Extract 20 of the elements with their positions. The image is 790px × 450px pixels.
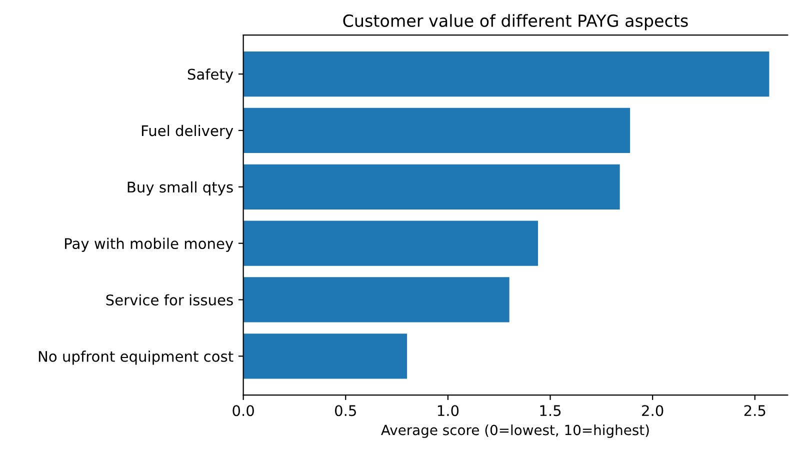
bar [243,220,538,266]
bar [243,51,770,97]
bar [243,108,630,154]
x-tick-label: 0.0 [232,405,254,416]
y-tick-label: Pay with mobile money [65,238,234,252]
bar [243,164,620,210]
x-tick-label: 2.0 [642,405,664,416]
bar [243,277,510,322]
chart-title: Customer value of different PAYG aspects [343,14,688,30]
y-tick-label: Service for issues [106,294,233,306]
x-tick-label: 1.0 [438,405,459,416]
x-tick-label: 2.5 [744,405,766,416]
x-tick-label: 1.5 [540,405,561,416]
y-tick-label: Buy small qtys [128,181,233,196]
x-axis-title: Average score (0=lowest, 10=highest) [381,424,649,438]
bar [243,334,408,379]
y-tick-label: Fuel delivery [142,124,234,140]
y-tick-label: Safety [188,68,234,83]
x-tick-label: 0.5 [335,405,356,416]
y-tick-label: No upfront equipment cost [38,350,234,365]
